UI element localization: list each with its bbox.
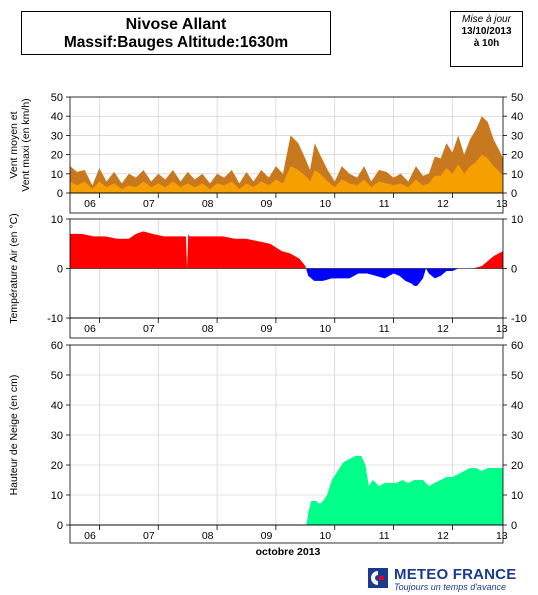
x-tick-label: 10	[319, 198, 331, 210]
y-tick-label-right: 60	[511, 340, 523, 352]
y-tick-label-right: 10	[511, 490, 523, 502]
brand-name: METEO FRANCE	[394, 566, 517, 583]
x-tick-label: 13	[496, 198, 508, 210]
station-subtitle: Massif:Bauges Altitude:1630m	[63, 34, 289, 51]
x-tick-label: 13	[496, 530, 508, 542]
y-tick-label-right: 20	[511, 150, 523, 162]
y-tick-label-left: 30	[51, 430, 63, 442]
x-tick-label: 07	[143, 198, 155, 210]
y-axis-label: Hauteur de Neige (en cm)	[8, 375, 20, 496]
update-box: Mise à jour 13/10/2013 à 10h	[450, 11, 523, 67]
wind-mean-area	[70, 154, 503, 193]
y-tick-label-left: 0	[57, 188, 63, 200]
y-tick-label-left: 40	[51, 111, 63, 123]
y-tick-label-right: 10	[511, 169, 523, 181]
y-tick-label-right: -10	[511, 313, 527, 325]
x-tick-label: 13	[496, 323, 508, 335]
update-label: Mise à jour	[462, 14, 511, 25]
y-tick-label-left: 10	[51, 214, 63, 226]
x-tick-label: 12	[437, 323, 449, 335]
update-time: à 10h	[473, 38, 500, 49]
x-tick-label: 08	[202, 323, 214, 335]
x-tick-label: 08	[202, 530, 214, 542]
y-tick-label-left: 0	[57, 264, 63, 276]
day-axis-band	[69, 317, 504, 339]
title-box: Nivose Allant Massif:Bauges Altitude:163…	[21, 11, 331, 55]
x-tick-label: 06	[84, 530, 96, 542]
y-tick-label-left: 10	[51, 169, 63, 181]
snow-depth-area	[70, 456, 503, 525]
x-tick-label: 06	[84, 198, 96, 210]
y-tick-label-left: 50	[51, 92, 63, 104]
y-tick-label-right: 0	[511, 520, 517, 532]
y-axis-label: Vent moyen et	[8, 111, 20, 178]
brand-tagline: Toujours un temps d'avance	[394, 582, 506, 592]
update-date: 13/10/2013	[461, 26, 512, 37]
y-tick-label-right: 50	[511, 370, 523, 382]
meteo-france-logo-icon	[368, 568, 388, 588]
x-tick-label: 11	[379, 530, 390, 542]
y-tick-label-left: -10	[47, 313, 63, 325]
meteo-france-logo: METEO FRANCE Toujours un temps d'avance	[368, 566, 538, 592]
x-tick-label: 10	[319, 323, 331, 335]
y-tick-label-right: 10	[511, 214, 523, 226]
temperature-positive-area	[70, 231, 503, 269]
y-tick-label-left: 60	[51, 340, 63, 352]
x-axis-label: octobre 2013	[256, 546, 321, 558]
y-tick-label-left: 50	[51, 370, 63, 382]
y-tick-label-right: 0	[511, 264, 517, 276]
x-tick-label: 09	[261, 198, 273, 210]
y-tick-label-right: 20	[511, 460, 523, 472]
y-axis-label: Température Air (en °C)	[8, 213, 20, 323]
y-tick-label-right: 30	[511, 130, 523, 142]
x-tick-label: 12	[437, 198, 449, 210]
y-tick-label-right: 40	[511, 111, 523, 123]
station-title: Nivose Allant	[125, 16, 227, 33]
y-tick-label-left: 10	[51, 490, 63, 502]
y-tick-label-right: 0	[511, 188, 517, 200]
x-tick-label: 11	[379, 198, 390, 210]
y-tick-label-left: 40	[51, 400, 63, 412]
x-tick-label: 11	[379, 323, 390, 335]
x-tick-label: 09	[261, 323, 273, 335]
day-axis-band	[69, 192, 504, 214]
day-axis-band	[69, 524, 504, 544]
y-tick-label-left: 20	[51, 460, 63, 472]
y-tick-label-left: 30	[51, 130, 63, 142]
y-tick-label-left: 20	[51, 150, 63, 162]
x-tick-label: 12	[437, 530, 449, 542]
x-tick-label: 10	[319, 530, 331, 542]
y-axis-label: Vent maxi (en km/h)	[20, 98, 32, 191]
temperature-negative-area	[70, 268, 503, 286]
x-tick-label: 07	[143, 323, 155, 335]
x-tick-label: 08	[202, 198, 214, 210]
y-tick-label-right: 50	[511, 92, 523, 104]
y-tick-label-right: 30	[511, 430, 523, 442]
x-tick-label: 09	[261, 530, 273, 542]
x-tick-label: 06	[84, 323, 96, 335]
y-tick-label-left: 0	[57, 520, 63, 532]
y-tick-label-right: 40	[511, 400, 523, 412]
x-tick-label: 07	[143, 530, 155, 542]
